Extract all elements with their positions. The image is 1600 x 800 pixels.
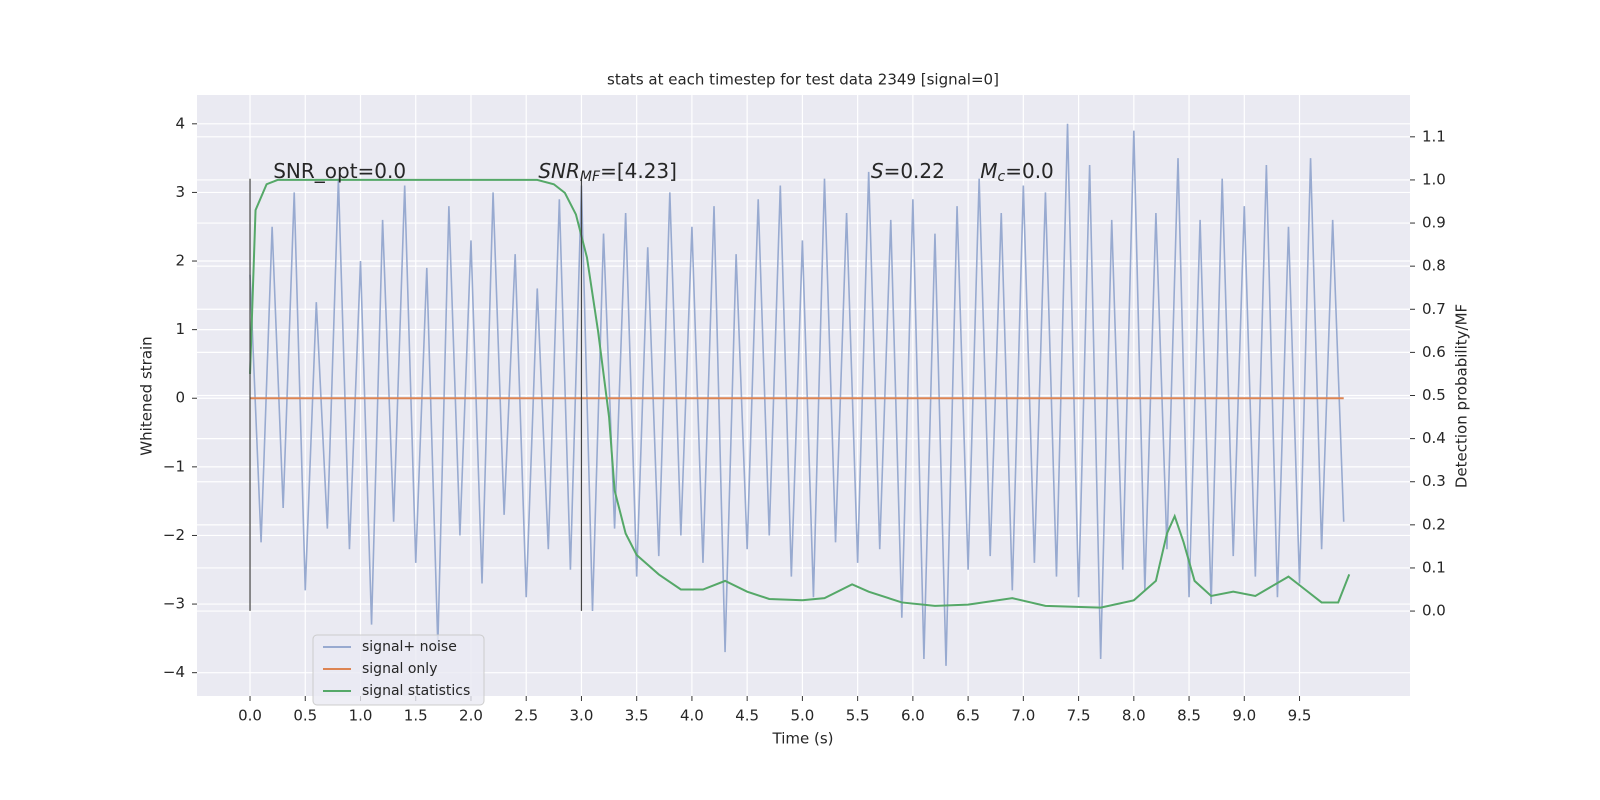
y2-tick-label: 1.1 xyxy=(1422,127,1446,145)
legend-box xyxy=(312,634,485,706)
x-tick-label: 2.5 xyxy=(514,707,538,725)
x-tick-label: 8.5 xyxy=(1177,707,1201,725)
x-axis-label: Time (s) xyxy=(772,730,834,748)
y-tick-label: −4 xyxy=(163,663,185,681)
x-tick-label: 5.5 xyxy=(846,707,870,725)
x-tick-label: 2.0 xyxy=(459,707,483,725)
x-tick-label: 1.0 xyxy=(349,707,373,725)
y2-tick-label: 0.0 xyxy=(1422,602,1446,620)
annotation-part: S xyxy=(871,158,884,182)
y-axis-label: Whitened strain xyxy=(138,336,156,455)
y2-axis-label: Detection probability/MF xyxy=(1453,304,1471,488)
annotation-part: MF xyxy=(580,169,601,185)
y2-tick-label: 0.6 xyxy=(1422,343,1446,361)
x-tick-label: 6.5 xyxy=(956,707,980,725)
y-tick-label: −1 xyxy=(163,457,185,475)
y2-tick-label: 0.1 xyxy=(1422,558,1446,576)
y-tick-label: 2 xyxy=(175,252,185,270)
y2-tick-label: 0.4 xyxy=(1422,429,1446,447)
legend-label: signal statistics xyxy=(362,683,470,699)
x-tick-label: 7.5 xyxy=(1067,707,1091,725)
annotation: SNR_opt=0.0 xyxy=(273,158,406,182)
x-tick-label: 6.0 xyxy=(901,707,925,725)
x-tick-label: 1.5 xyxy=(404,707,428,725)
series-line xyxy=(249,178,1351,609)
y-tick-label: 0 xyxy=(175,389,185,407)
annotation-part: =[4.23] xyxy=(600,158,677,182)
annotation-part: M xyxy=(980,158,997,182)
x-tick-label: 3.5 xyxy=(625,707,649,725)
x-tick-label: 4.5 xyxy=(735,707,759,725)
series-line xyxy=(249,123,1345,666)
x-tick-label: 7.0 xyxy=(1011,707,1035,725)
y2-tick-label: 0.2 xyxy=(1422,515,1446,533)
annotation: S=0.22 xyxy=(871,158,945,182)
annotation-part: =0.0 xyxy=(1005,158,1054,182)
y2-tick-label: 1.0 xyxy=(1422,170,1446,188)
annotation-part: SNR_opt=0.0 xyxy=(273,158,406,182)
x-tick-label: 5.0 xyxy=(790,707,814,725)
y2-tick-label: 0.8 xyxy=(1422,257,1446,275)
chart-title: stats at each timestep for test data 234… xyxy=(607,71,999,89)
annotation-part: c xyxy=(998,169,1006,185)
y-tick-label: 1 xyxy=(175,320,185,338)
y-tick-label: 3 xyxy=(175,183,185,201)
x-tick-label: 9.0 xyxy=(1232,707,1256,725)
x-tick-label: 4.0 xyxy=(680,707,704,725)
y-tick-label: −2 xyxy=(163,526,185,544)
y2-tick-label: 0.5 xyxy=(1422,386,1446,404)
y2-tick-label: 0.7 xyxy=(1422,300,1446,318)
y-tick-label: 4 xyxy=(175,114,185,132)
x-tick-label: 3.0 xyxy=(570,707,594,725)
x-tick-label: 0.5 xyxy=(293,707,317,725)
y2-tick-label: 0.9 xyxy=(1422,214,1446,232)
annotation: Mc=0.0 xyxy=(980,158,1054,185)
annotation: SNRMF=[4.23] xyxy=(538,158,677,185)
x-tick-label: 8.0 xyxy=(1122,707,1146,725)
x-tick-label: 0.0 xyxy=(238,707,262,725)
x-tick-label: 9.5 xyxy=(1288,707,1312,725)
legend-label: signal+ noise xyxy=(362,639,457,655)
annotation-part: =0.22 xyxy=(884,158,945,182)
y2-tick-label: 0.3 xyxy=(1422,472,1446,490)
legend-label: signal only xyxy=(362,661,437,677)
annotation-part: SNR xyxy=(538,158,580,182)
y-tick-label: −3 xyxy=(163,595,185,613)
